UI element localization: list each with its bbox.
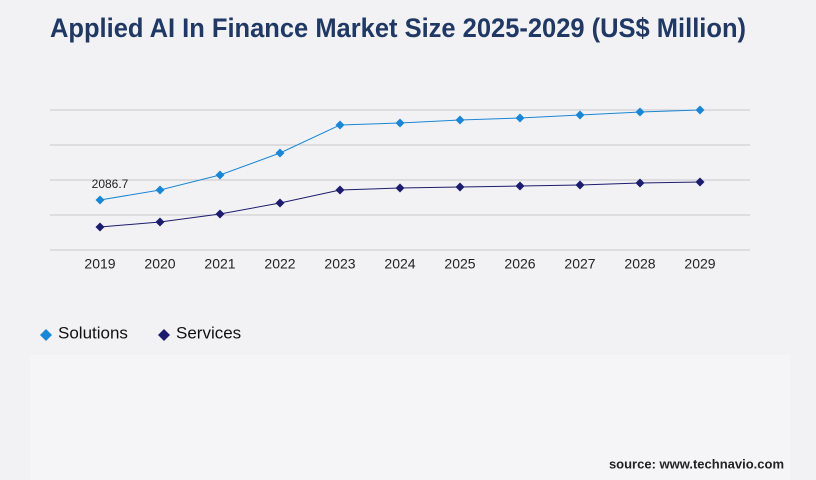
x-tick-label: 2019	[84, 256, 115, 272]
data-point	[95, 222, 105, 232]
data-point	[635, 107, 645, 117]
x-tick-label: 2024	[384, 256, 415, 272]
data-point	[395, 118, 405, 128]
x-tick-label: 2026	[504, 256, 535, 272]
legend-label: Solutions	[58, 323, 128, 342]
data-point	[515, 181, 525, 191]
data-point	[275, 198, 285, 208]
legend-label: Services	[176, 323, 241, 342]
data-point	[395, 183, 405, 193]
data-point	[455, 115, 465, 125]
data-point	[95, 195, 105, 205]
data-point	[335, 120, 345, 130]
data-point	[575, 110, 585, 120]
data-point	[335, 185, 345, 195]
x-tick-label: 2021	[204, 256, 235, 272]
data-point	[515, 113, 525, 123]
x-tick-label: 2029	[684, 256, 715, 272]
legend-panel	[30, 355, 790, 480]
source: source: www.technavio.com	[609, 456, 784, 471]
data-point	[455, 182, 465, 192]
legend-marker	[40, 329, 52, 341]
data-label: 2086.7	[92, 177, 129, 191]
data-point	[635, 178, 645, 188]
data-point	[575, 180, 585, 190]
x-tick-label: 2023	[324, 256, 355, 272]
x-tick-label: 2028	[624, 256, 655, 272]
data-point	[155, 217, 165, 227]
x-tick-label: 2022	[264, 256, 295, 272]
legend-marker	[158, 329, 170, 341]
data-point	[695, 105, 705, 115]
chart-title: Applied AI In Finance Market Size 2025-2…	[50, 13, 746, 43]
x-tick-label: 2025	[444, 256, 475, 272]
data-point	[695, 177, 705, 187]
data-point	[275, 148, 285, 158]
x-tick-label: 2027	[564, 256, 595, 272]
data-point	[215, 170, 225, 180]
x-tick-label: 2020	[144, 256, 175, 272]
data-point	[155, 185, 165, 195]
data-point	[215, 209, 225, 219]
